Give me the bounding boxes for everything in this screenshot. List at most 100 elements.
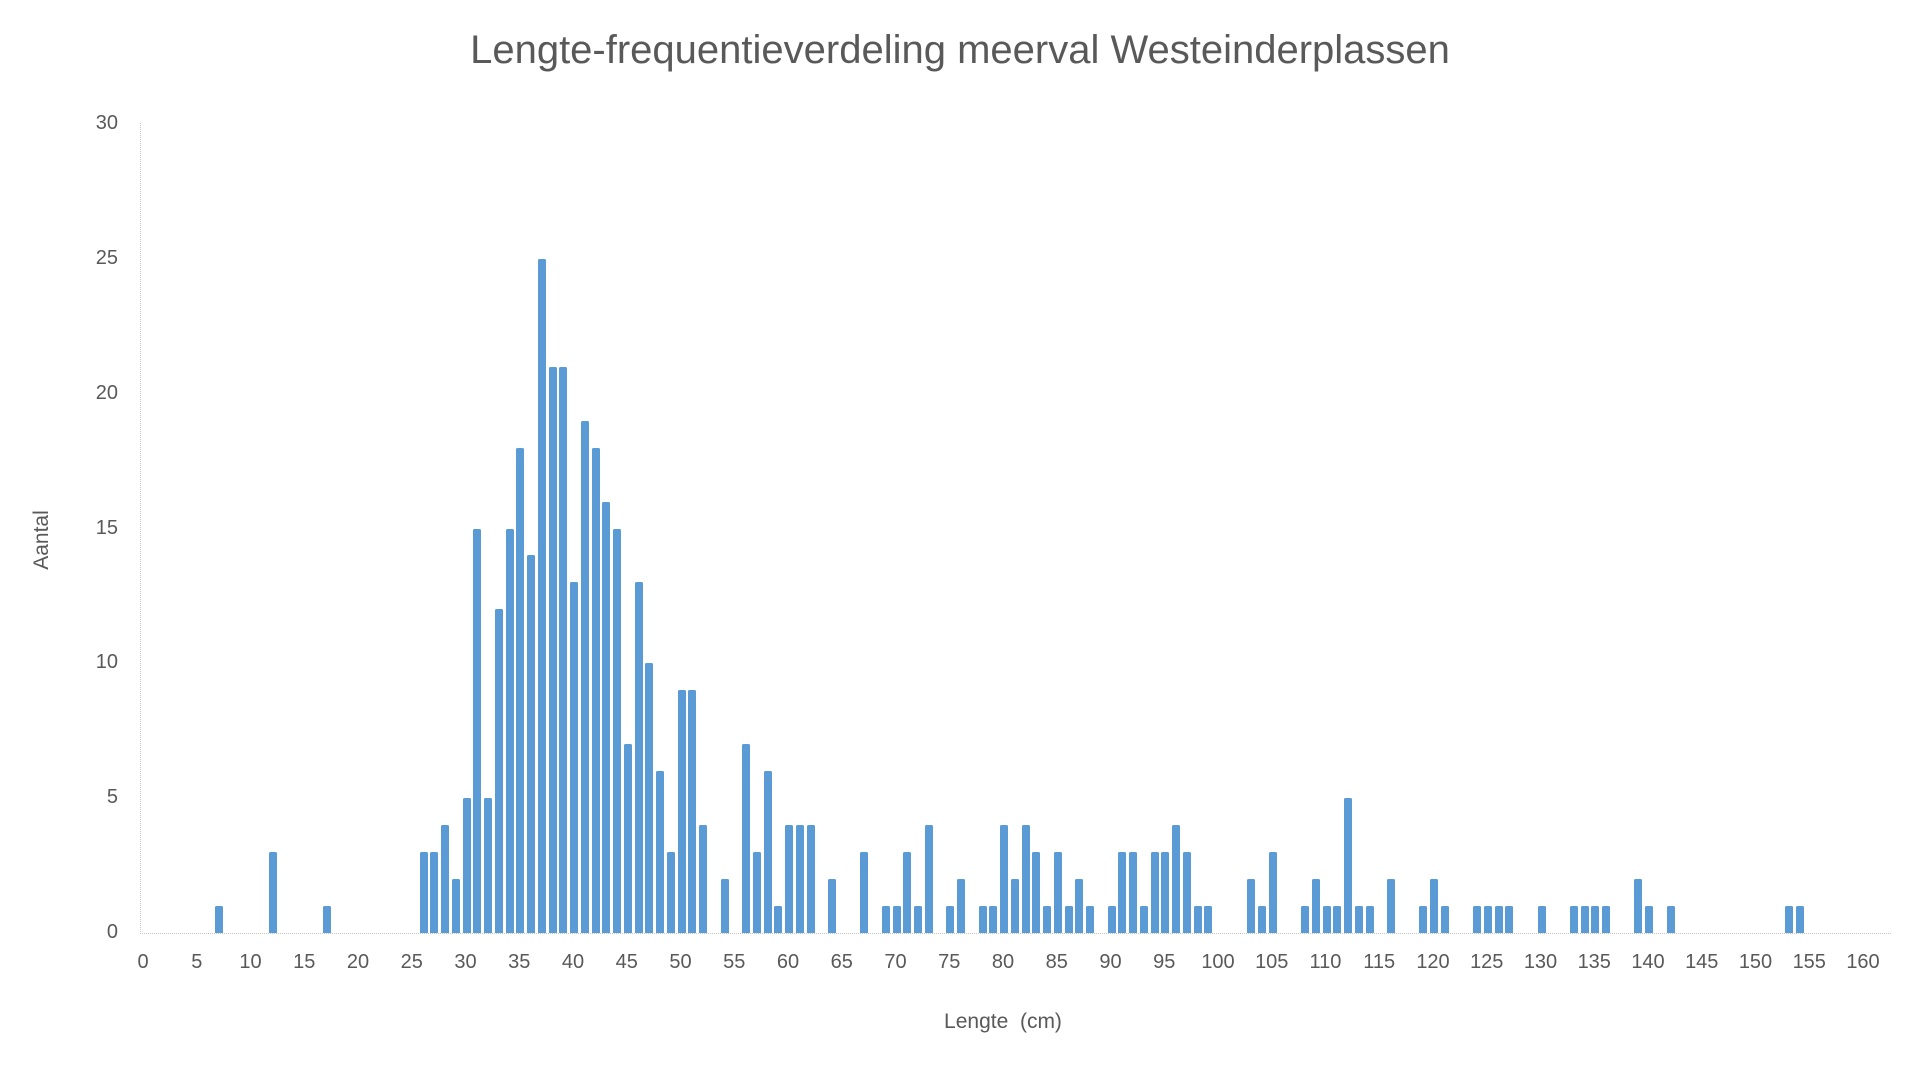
bar-114cm: [1365, 906, 1374, 933]
bar-51cm: [688, 690, 697, 933]
bar-98cm: [1193, 906, 1202, 933]
bar-27cm: [430, 852, 439, 933]
bar-35cm: [516, 447, 525, 933]
bar-60cm: [785, 825, 793, 933]
bar-91cm: [1118, 852, 1127, 933]
bar-119cm: [1419, 906, 1428, 933]
bar-95cm: [1161, 852, 1170, 933]
x-tick-label-95: 95: [1153, 951, 1176, 973]
x-tick-label-5: 5: [191, 951, 203, 973]
bar-116cm: [1387, 879, 1395, 933]
x-tick-label-10: 10: [239, 951, 262, 973]
x-tick-label-135: 135: [1577, 951, 1611, 973]
bar-83cm: [1032, 852, 1041, 933]
x-tick-label-85: 85: [1045, 951, 1068, 973]
x-tick-label-105: 105: [1255, 951, 1289, 973]
bar-31cm: [473, 528, 482, 933]
bar-17cm: [322, 906, 331, 933]
bar-84cm: [1043, 906, 1051, 933]
x-tick-label-100: 100: [1201, 951, 1235, 973]
x-tick-label-155: 155: [1792, 951, 1826, 973]
bar-76cm: [957, 879, 965, 933]
bar-97cm: [1182, 852, 1191, 933]
x-tick-label-65: 65: [830, 951, 853, 973]
x-tick-label-110: 110: [1309, 951, 1342, 973]
x-tick-label-50: 50: [669, 951, 692, 973]
bar-135cm: [1591, 906, 1600, 933]
chart-title: Lengte-frequentieverdeling meerval Weste…: [470, 28, 1450, 72]
bar-154cm: [1795, 906, 1804, 933]
bar-88cm: [1086, 906, 1094, 933]
bar-57cm: [752, 852, 761, 933]
bar-36cm: [527, 555, 535, 933]
x-tick-label-150: 150: [1738, 951, 1773, 973]
bar-30cm: [462, 798, 471, 933]
bar-7cm: [215, 906, 224, 933]
bar-125cm: [1483, 906, 1492, 933]
bar-58cm: [763, 771, 772, 933]
x-tick-label-0: 0: [137, 951, 149, 973]
plot-area: [140, 123, 1891, 934]
bar-87cm: [1075, 879, 1084, 933]
bar-73cm: [924, 825, 933, 933]
bar-46cm: [634, 582, 643, 933]
x-tick-label-80: 80: [991, 951, 1015, 973]
bar-61cm: [795, 825, 804, 933]
bar-134cm: [1580, 906, 1589, 933]
x-tick-label-15: 15: [293, 951, 316, 973]
bar-38cm: [548, 366, 557, 933]
bar-92cm: [1129, 852, 1137, 933]
y-tick-label-15: 15: [95, 516, 118, 539]
bar-69cm: [881, 906, 890, 933]
bar-111cm: [1333, 906, 1342, 933]
x-axis-title: Lengte (cm): [944, 1010, 1062, 1033]
bar-78cm: [978, 906, 987, 933]
y-tick-label-10: 10: [95, 651, 118, 674]
bar-34cm: [505, 528, 514, 933]
bar-41cm: [580, 420, 589, 933]
bar-32cm: [484, 798, 492, 933]
bar-130cm: [1537, 906, 1546, 933]
bar-48cm: [656, 771, 664, 933]
x-tick-label-75: 75: [938, 951, 961, 973]
bar-44cm: [613, 528, 621, 933]
y-tick-label-30: 30: [95, 112, 118, 134]
bar-86cm: [1064, 906, 1073, 933]
x-tick-label-45: 45: [615, 951, 638, 973]
x-tick-label-125: 125: [1470, 951, 1504, 973]
bar-136cm: [1602, 906, 1610, 933]
bar-49cm: [666, 852, 675, 933]
x-tick-label-120: 120: [1416, 951, 1450, 973]
bar-126cm: [1494, 906, 1503, 933]
bar-110cm: [1322, 906, 1331, 933]
bar-99cm: [1204, 906, 1213, 933]
x-tick-label-25: 25: [400, 951, 423, 973]
bar-54cm: [720, 879, 729, 933]
bar-142cm: [1666, 906, 1675, 933]
bar-79cm: [989, 906, 998, 933]
x-tick-label-115: 115: [1363, 951, 1396, 973]
bar-153cm: [1784, 906, 1793, 933]
y-axis-title: Aantal: [30, 510, 53, 570]
x-tick-label-20: 20: [346, 951, 370, 973]
bar-29cm: [451, 879, 460, 933]
bar-72cm: [914, 906, 922, 933]
bar-109cm: [1311, 879, 1320, 933]
bar-121cm: [1440, 906, 1449, 933]
bar-37cm: [537, 258, 546, 933]
x-tick-label-60: 60: [776, 951, 800, 973]
bar-80cm: [1000, 825, 1008, 933]
bar-93cm: [1139, 906, 1148, 933]
bar-103cm: [1247, 879, 1256, 933]
bar-124cm: [1473, 906, 1481, 933]
x-tick-label-160: 160: [1846, 951, 1880, 973]
bar-105cm: [1268, 852, 1277, 933]
bar-81cm: [1010, 879, 1019, 933]
bar-50cm: [677, 690, 686, 933]
bar-94cm: [1150, 852, 1159, 933]
x-tick-label-90: 90: [1099, 951, 1122, 973]
bar-140cm: [1645, 906, 1653, 933]
bar-90cm: [1107, 906, 1116, 933]
bar-104cm: [1258, 906, 1266, 933]
